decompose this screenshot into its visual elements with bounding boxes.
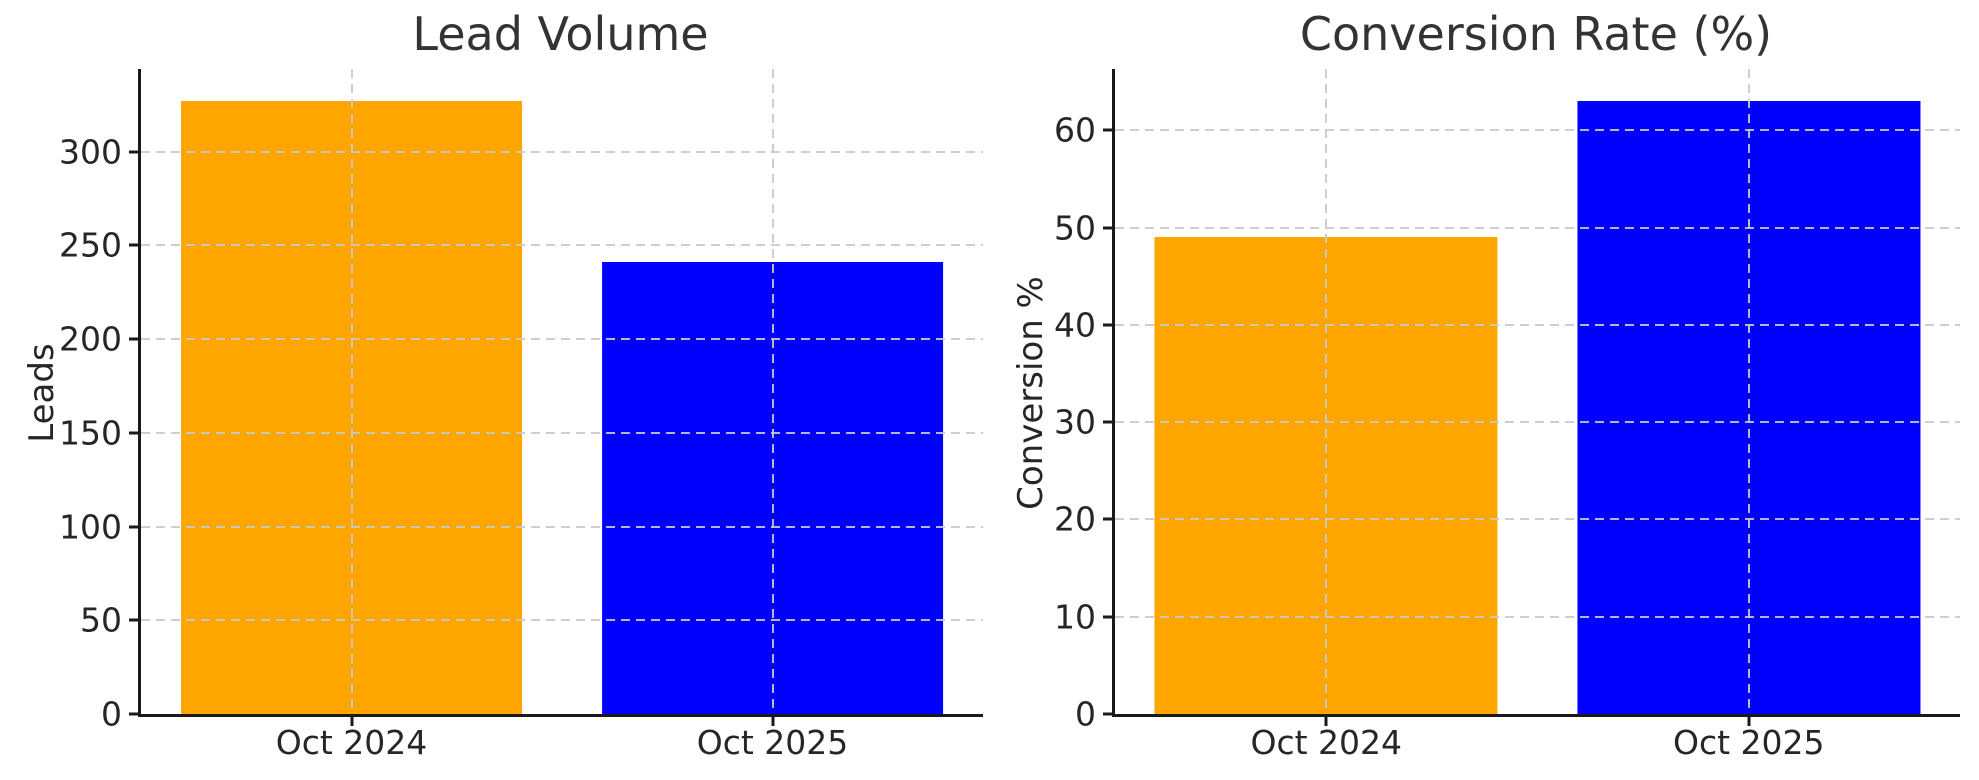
y-tick-mark bbox=[1103, 712, 1112, 716]
y-tick-mark bbox=[129, 337, 138, 341]
y-tick-label: 0 bbox=[101, 694, 122, 734]
bar-oct-2025 bbox=[1577, 101, 1921, 714]
y-tick-label: 50 bbox=[80, 600, 122, 640]
y-tick-label: 20 bbox=[1054, 499, 1096, 539]
y-tick-mark bbox=[129, 618, 138, 622]
x-tick-mark bbox=[1324, 717, 1328, 726]
chart-title: Conversion Rate (%) bbox=[1299, 7, 1773, 61]
y-tick-label: 40 bbox=[1054, 305, 1096, 345]
y-tick-label: 60 bbox=[1054, 110, 1096, 150]
bar-oct-2025 bbox=[601, 262, 944, 714]
chart-title: Lead Volume bbox=[412, 7, 709, 61]
x-tick-mark bbox=[771, 717, 774, 726]
y-tick-mark bbox=[129, 150, 138, 153]
y-tick-mark bbox=[1103, 420, 1112, 424]
y-tick-mark bbox=[1103, 128, 1112, 132]
chart-panel-lead-volume: Lead Volume Leads 0 50 100 150 200 250 300 Oct … bbox=[22, 11, 983, 759]
y-tick-mark bbox=[1103, 615, 1112, 619]
plot-area: 0 10 20 30 40 50 60 Oct 2024 Oct 2025 bbox=[1054, 69, 1960, 759]
y-tick-mark bbox=[129, 243, 138, 247]
x-tick-label: Oct 2025 bbox=[1672, 723, 1825, 762]
x-tick-mark bbox=[1747, 717, 1751, 726]
y-tick-mark bbox=[129, 525, 138, 528]
y-tick-label: 200 bbox=[59, 319, 122, 359]
y-tick-label: 30 bbox=[1054, 402, 1096, 442]
bar-oct-2024 bbox=[1154, 237, 1498, 714]
x-tick-label: Oct 2025 bbox=[696, 723, 849, 762]
y-tick-mark bbox=[129, 431, 138, 435]
y-tick-mark bbox=[1103, 517, 1112, 521]
y-tick-label: 50 bbox=[1054, 208, 1096, 248]
y-tick-mark bbox=[1103, 226, 1112, 230]
x-tick-label: Oct 2024 bbox=[1250, 723, 1403, 762]
x-tick-mark bbox=[350, 717, 353, 726]
chart-panel-conversion-rate: Conversion Rate (%) Conversion % 0 10 20 30… bbox=[1011, 11, 1960, 759]
bar-oct-2024 bbox=[180, 100, 523, 714]
y-axis-label: Conversion % bbox=[1011, 276, 1051, 510]
plot-area: 0 50 100 150 200 250 300 Oct 2024 Oct 2025 bbox=[59, 69, 983, 759]
x-tick-label: Oct 2024 bbox=[275, 723, 428, 762]
y-tick-label: 250 bbox=[59, 225, 122, 265]
y-tick-label: 100 bbox=[59, 507, 122, 546]
y-tick-label: 10 bbox=[1054, 597, 1096, 637]
y-tick-label: 300 bbox=[59, 132, 122, 171]
y-axis-label: Leads bbox=[22, 343, 62, 443]
y-tick-mark bbox=[1103, 323, 1112, 327]
y-tick-label: 0 bbox=[1075, 694, 1096, 734]
y-tick-mark bbox=[129, 712, 138, 716]
y-tick-label: 150 bbox=[59, 413, 122, 453]
